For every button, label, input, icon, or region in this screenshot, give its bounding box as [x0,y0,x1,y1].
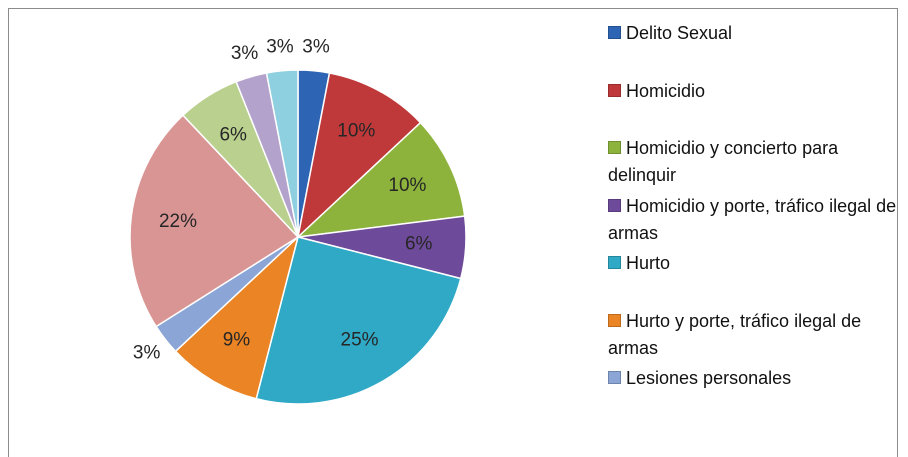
data-label: 3% [133,343,161,364]
legend-label: Hurto [626,253,671,273]
legend-label: Hurto y porte, tráfico ilegal de armas [608,310,862,358]
data-label: 22% [159,211,197,232]
pie-slice [255,236,462,405]
legend-label: Homicidio y concierto para delinquir [608,138,839,185]
legend-label: Lesiones personales [626,368,792,388]
legend-swatch [608,141,621,154]
legend-swatch [608,26,621,39]
pie-slice [295,121,466,239]
pie-slice [265,69,299,238]
pie-slice [129,114,300,328]
data-label: 6% [405,234,433,255]
data-label: 6% [219,124,247,145]
data-label: 3% [302,36,330,57]
legend-entry: Lesiones personales [608,365,898,392]
pie-slice [296,72,422,240]
data-label: 25% [341,330,379,351]
legend-swatch [608,198,621,212]
legend-swatch [608,313,621,327]
legend-label: Delito Sexual [626,23,733,43]
legend-entry: Hurto y porte, tráfico ilegal de armas [608,308,898,362]
legend-entry: Delito Sexual [608,20,898,47]
legend-swatch [608,256,621,269]
legend-swatch [608,371,621,384]
legend-label: Homicidio [626,80,706,101]
legend-label: Homicidio y porte, tráfico ilegal de arm… [608,195,897,243]
data-label: 3% [231,43,259,64]
legend-swatch [608,83,621,97]
data-label: 10% [337,121,375,142]
data-label: 9% [223,330,251,351]
legend-entry: Homicidio y porte, tráfico ilegal de arm… [608,193,898,247]
legend-entry: Homicidio y concierto para delinquir [608,135,898,189]
data-label: 10% [388,175,426,196]
data-label: 3% [266,36,294,57]
legend-entry: Hurto [608,250,898,277]
pie-slice [174,234,300,400]
legend-entry: Homicidio [608,78,898,105]
